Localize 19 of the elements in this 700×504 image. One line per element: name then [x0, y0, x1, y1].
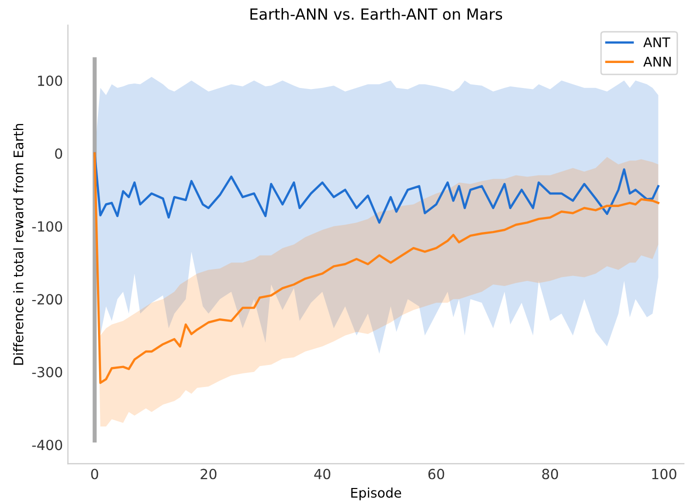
x-tick-label: 100: [652, 468, 676, 480]
y-tick-label: 0: [55, 148, 62, 159]
x-tick-label: 0: [91, 468, 98, 480]
x-tick-label: 40: [314, 468, 330, 480]
x-axis-title: Episode: [351, 488, 402, 500]
y-axis-title: Difference in total reward from Earth: [13, 124, 24, 365]
x-tick-label: 80: [542, 468, 558, 480]
legend-label: ANN: [643, 56, 671, 66]
y-tick-label: -100: [32, 221, 62, 232]
x-tick-label: 60: [428, 468, 444, 480]
y-tick-label: -400: [32, 440, 62, 450]
y-tick-label: 100: [38, 76, 62, 86]
chart-title: Earth-ANN vs. Earth-ANT on Mars: [250, 8, 502, 20]
line-series: [94, 152, 660, 224]
y-tick-label: -200: [32, 294, 62, 305]
y-tick-label: -300: [32, 366, 62, 378]
line-series: [94, 152, 660, 384]
legend-label: ANT: [643, 37, 670, 48]
x-tick-label: 20: [200, 468, 216, 480]
